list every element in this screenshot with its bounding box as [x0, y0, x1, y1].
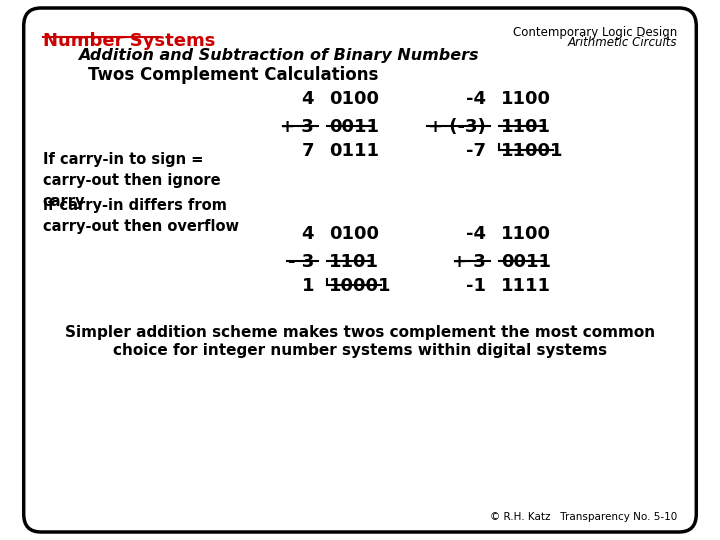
FancyBboxPatch shape	[24, 8, 696, 532]
Text: - 3: - 3	[288, 253, 314, 271]
Text: Twos Complement Calculations: Twos Complement Calculations	[88, 66, 378, 84]
Text: © R.H. Katz   Transparency No. 5-10: © R.H. Katz Transparency No. 5-10	[490, 512, 678, 522]
Text: -4: -4	[466, 90, 486, 108]
Text: If carry-in to sign =
carry-out then ignore
carry: If carry-in to sign = carry-out then ign…	[42, 152, 220, 209]
Text: 1101: 1101	[330, 253, 379, 271]
Text: 0111: 0111	[330, 142, 379, 160]
Text: 0011: 0011	[330, 118, 379, 136]
Text: 4: 4	[302, 225, 314, 243]
Text: 0100: 0100	[330, 90, 379, 108]
Text: if carry-in differs from
carry-out then overflow: if carry-in differs from carry-out then …	[42, 198, 239, 234]
Text: Addition and Subtraction of Binary Numbers: Addition and Subtraction of Binary Numbe…	[78, 48, 479, 63]
Text: 1111: 1111	[501, 277, 552, 295]
Text: 1100: 1100	[501, 90, 552, 108]
Text: 0100: 0100	[330, 225, 379, 243]
Text: choice for integer number systems within digital systems: choice for integer number systems within…	[113, 343, 607, 358]
Text: + 3: + 3	[280, 118, 314, 136]
Text: -1: -1	[466, 277, 486, 295]
Text: Number Systems: Number Systems	[42, 32, 215, 50]
Text: -7: -7	[466, 142, 486, 160]
Text: Simpler addition scheme makes twos complement the most common: Simpler addition scheme makes twos compl…	[65, 325, 655, 340]
Text: Contemporary Logic Design: Contemporary Logic Design	[513, 26, 678, 39]
Text: 1101: 1101	[501, 118, 552, 136]
Text: + (-3): + (-3)	[428, 118, 486, 136]
Text: 4: 4	[302, 90, 314, 108]
Text: 1: 1	[302, 277, 314, 295]
Text: Arithmetic Circuits: Arithmetic Circuits	[567, 36, 678, 49]
Text: 0011: 0011	[501, 253, 552, 271]
Text: 1100: 1100	[501, 225, 552, 243]
Text: + 3: + 3	[452, 253, 486, 271]
Text: -4: -4	[466, 225, 486, 243]
Text: 11001: 11001	[501, 142, 564, 160]
Text: 7: 7	[302, 142, 314, 160]
Text: 10001: 10001	[330, 277, 392, 295]
